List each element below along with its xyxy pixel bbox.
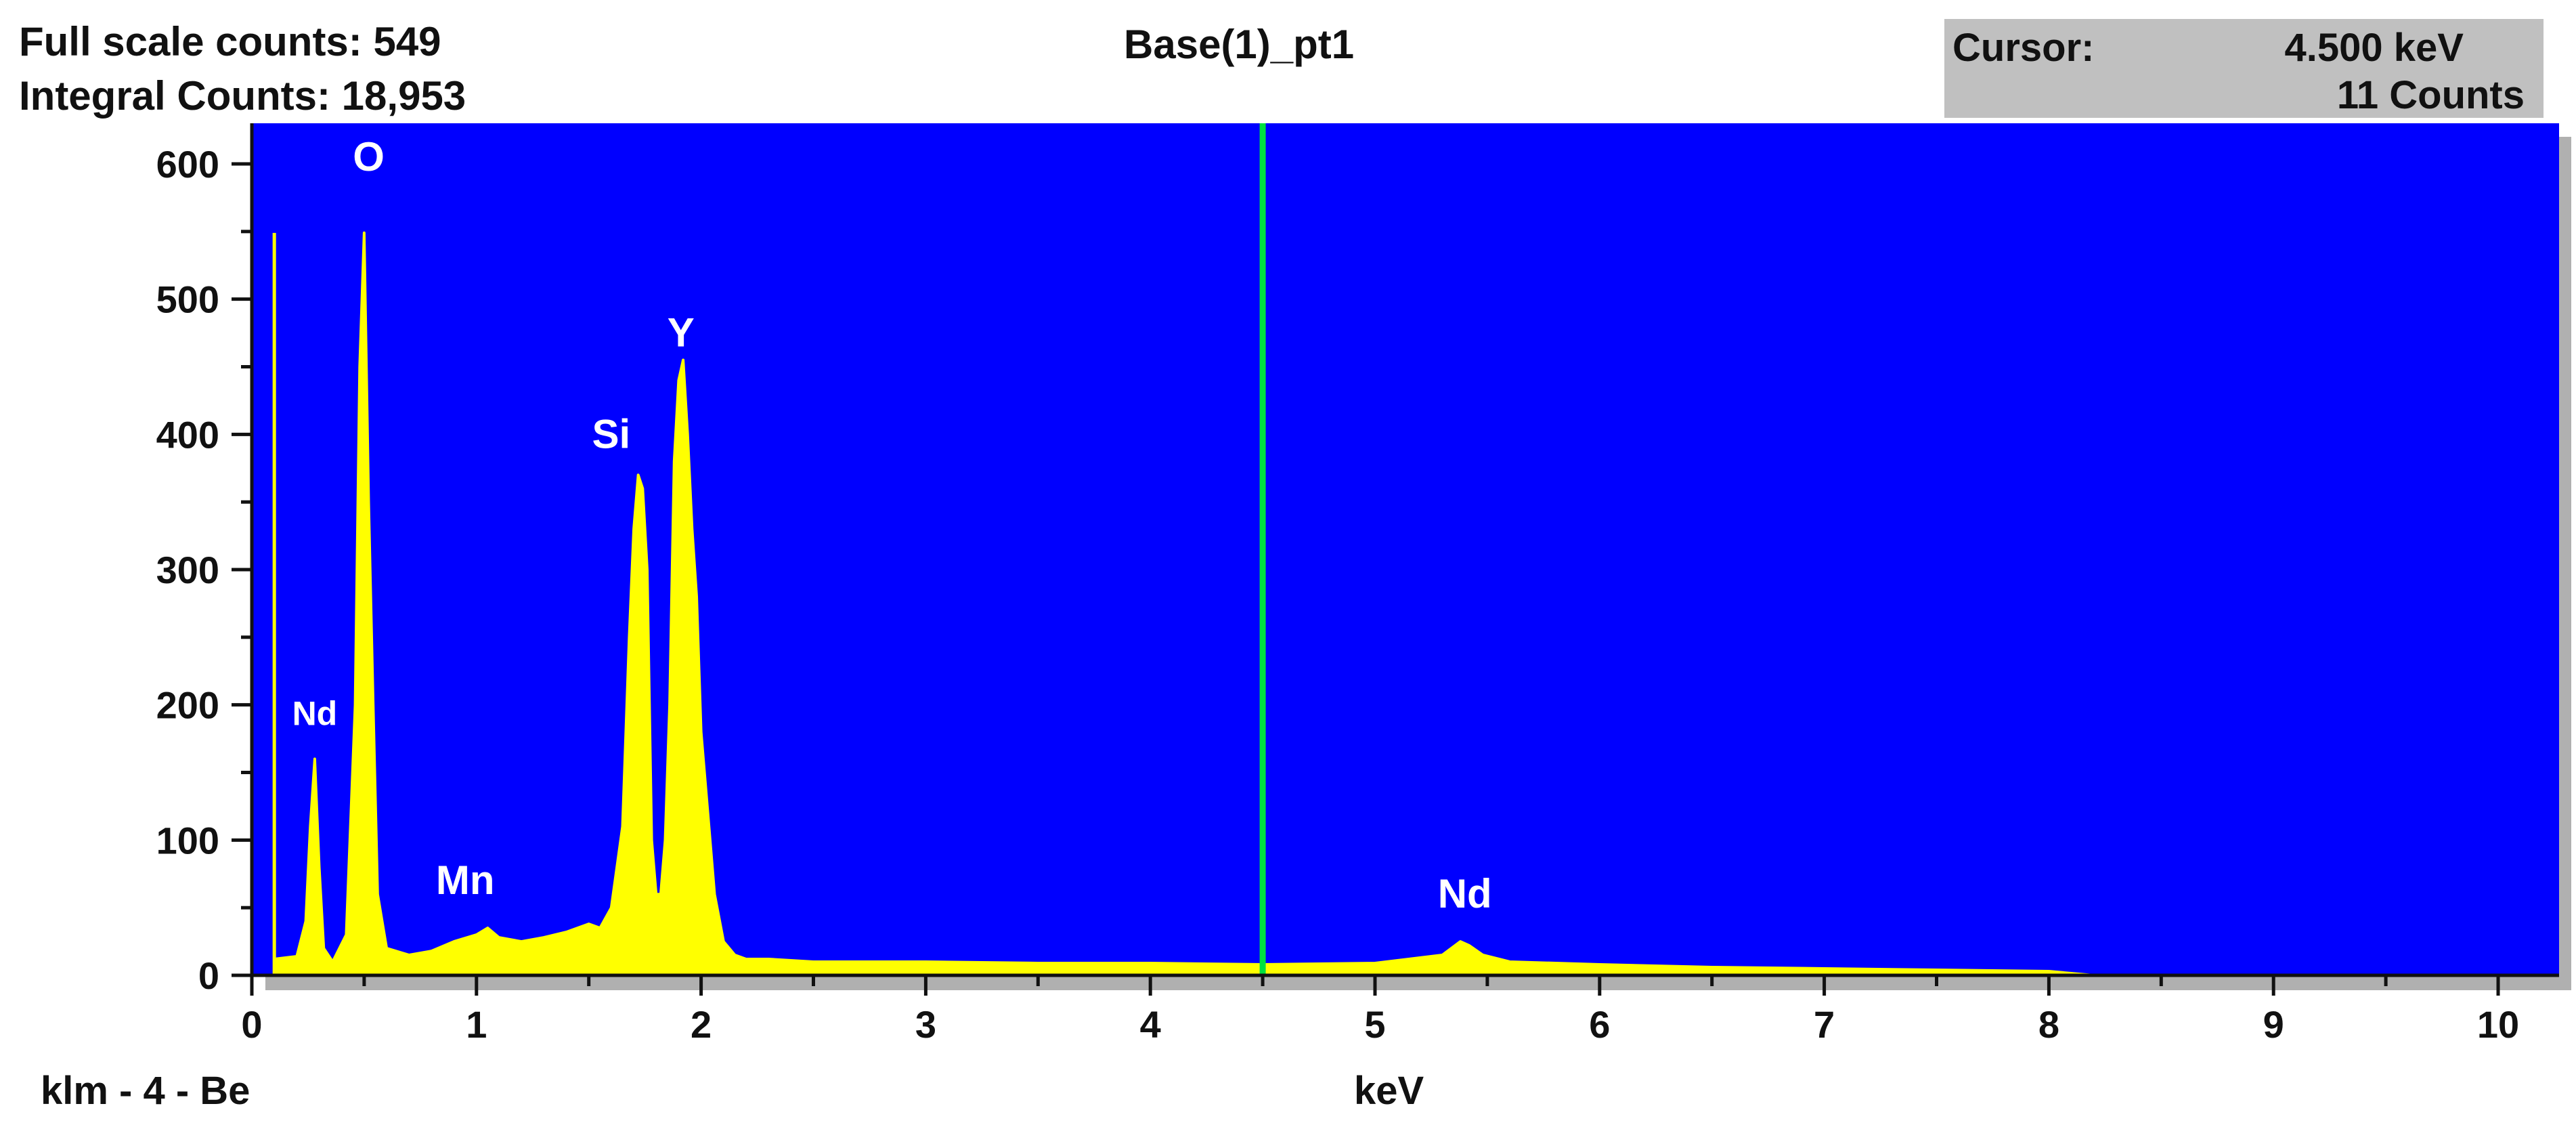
x-tick-label: 1 [466,1003,487,1046]
x-tick-label: 0 [241,1003,262,1046]
y-tick-label: 400 [156,413,219,456]
y-tick-label: 0 [198,954,219,997]
detector-label: klm - 4 - Be [41,1069,250,1113]
peak-label-layer: O Nd Mn Si Y Nd [292,134,1492,916]
cursor-energy: 4.500 keV [2284,26,2464,70]
x-tick-label: 4 [1140,1003,1161,1046]
plot-area[interactable] [252,123,2559,975]
y-axis-ticks: 0 100 200 300 400 500 600 [156,143,252,997]
spectrum-title: Base(1)_pt1 [1124,22,1355,67]
integral-counts: Integral Counts: 18,953 [19,73,466,119]
x-tick-label: 9 [2263,1003,2284,1046]
x-axis-title: keV [1354,1069,1424,1113]
y-tick-label: 500 [156,278,219,321]
cursor-readout: Cursor: 4.500 keV 11 Counts [1944,19,2544,118]
spectrum-series-0 [273,231,2545,977]
y-tick-label: 100 [156,819,219,862]
full-scale-counts: Full scale counts: 549 [19,19,441,64]
y-tick-label: 200 [156,684,219,727]
x-tick-label: 10 [2477,1003,2519,1046]
x-tick-label: 2 [691,1003,712,1046]
peak-label-mn-2: Mn [436,857,495,903]
peak-label-si-3: Si [592,411,631,457]
x-tick-label: 8 [2038,1003,2059,1046]
peak-label-o-0: O [353,134,385,179]
y-tick-label: 600 [156,143,219,186]
x-tick-label: 6 [1589,1003,1610,1046]
peak-label-nd-5: Nd [1438,871,1492,916]
cursor-label: Cursor: [1952,26,2095,70]
x-tick-label: 5 [1364,1003,1385,1046]
y-tick-label: 300 [156,549,219,591]
peak-label-nd-1: Nd [292,695,338,733]
peak-label-y-4: Y [668,310,695,356]
cursor-counts: 11 Counts [2336,73,2525,117]
x-tick-label: 7 [1814,1003,1835,1046]
plot-shadow-right [2559,137,2571,990]
x-tick-label: 3 [915,1003,936,1046]
x-axis-ticks: 0 1 2 3 4 5 6 7 8 9 10 [241,975,2519,1046]
plot-shadow-bottom [265,975,2559,990]
series-layer [272,231,2545,977]
